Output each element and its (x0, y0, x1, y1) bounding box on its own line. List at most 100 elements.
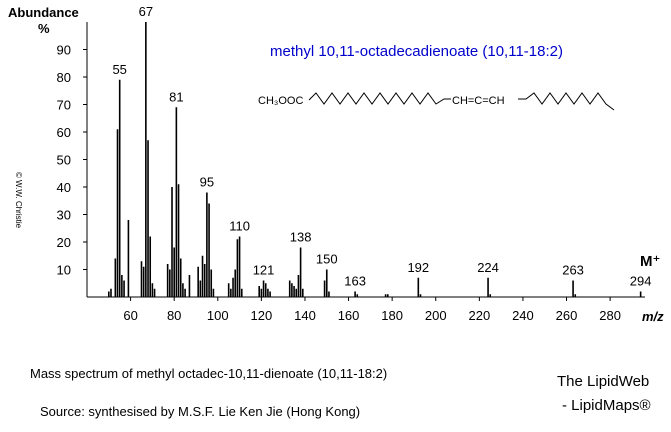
x-tick-label: 280 (599, 308, 621, 323)
peak-label: 224 (477, 260, 499, 275)
caption: Mass spectrum of methyl octadec-10,11-di… (30, 366, 387, 381)
peak (325, 269, 328, 297)
peak (354, 291, 356, 297)
peak (227, 283, 230, 297)
peak-label: 138 (290, 230, 312, 245)
peak (197, 266, 199, 297)
peak (171, 187, 173, 297)
peak (262, 280, 265, 297)
peak (386, 294, 389, 297)
peak (236, 239, 239, 297)
x-axis-label: m/z (642, 309, 664, 324)
peak-label: 95 (200, 175, 214, 190)
peak (232, 277, 234, 297)
peak (123, 280, 125, 297)
peak (288, 280, 291, 297)
peak (240, 288, 243, 297)
peak (574, 294, 577, 297)
peak (417, 277, 420, 297)
y-tick-label: 70 (57, 98, 71, 113)
peak (356, 294, 359, 297)
peak-label: 55 (112, 62, 126, 77)
peak (489, 294, 492, 297)
peak (110, 288, 112, 297)
peak (210, 269, 213, 297)
peak (487, 277, 489, 297)
credit: The LipidWeb (557, 373, 649, 390)
peak (121, 275, 123, 297)
peak (116, 129, 119, 297)
peak-label: 163 (344, 274, 366, 289)
peak (149, 236, 152, 297)
x-tick-label: 60 (123, 308, 137, 323)
peak (118, 79, 121, 297)
x-tick-label: 160 (338, 308, 360, 323)
peak (188, 275, 191, 297)
x-tick-label: 200 (425, 308, 447, 323)
copyright: © W.W. Christie (14, 172, 23, 229)
peak (151, 283, 154, 297)
y-tick-label: 50 (57, 153, 71, 168)
peak (238, 236, 241, 297)
peak (114, 258, 117, 297)
source: Source: synthesised by M.S.F. Lie Ken Ji… (40, 404, 360, 419)
peak (153, 288, 156, 297)
peak (639, 291, 642, 297)
x-tick-label: 140 (294, 308, 316, 323)
peak-label: 150 (316, 252, 338, 267)
chart-title: methyl 10,11-octadecadienoate (10,11-18:… (270, 43, 563, 60)
peak (299, 247, 302, 297)
peak (258, 286, 260, 297)
peak (142, 266, 145, 297)
peak (166, 264, 169, 297)
peak-label: 81 (169, 89, 183, 104)
y-tick-label: 10 (57, 263, 71, 278)
peak (267, 288, 269, 297)
peak (293, 286, 295, 297)
peak (175, 107, 178, 297)
peak (212, 288, 215, 297)
y-tick-label: 60 (57, 125, 71, 140)
peak (179, 258, 182, 297)
peak (297, 275, 300, 297)
credit: - LipidMaps® (562, 397, 651, 414)
peak (572, 280, 574, 297)
peak (419, 294, 422, 297)
peak (291, 283, 293, 297)
y-tick-label: 40 (57, 180, 71, 195)
peak (323, 280, 326, 297)
peak (203, 264, 206, 297)
peak (301, 288, 304, 297)
peak (145, 22, 147, 297)
peak (230, 288, 232, 297)
y-unit: % (38, 21, 50, 36)
y-tick-label: 30 (57, 208, 71, 223)
structure-middle: CH=C=CH (452, 95, 505, 107)
peak (206, 192, 208, 297)
peak (177, 184, 180, 297)
peak (173, 247, 175, 297)
peak (184, 288, 186, 297)
peak (208, 203, 210, 297)
x-tick-label: 220 (468, 308, 490, 323)
x-tick-label: 100 (207, 308, 229, 323)
structure-chain (518, 92, 615, 111)
peak (260, 288, 263, 297)
peak (264, 283, 267, 297)
peak-label: 67 (139, 4, 153, 19)
peak (147, 140, 149, 297)
y-tick-label: 20 (57, 235, 71, 250)
structure-chain (308, 92, 451, 105)
peak (127, 220, 130, 297)
peak (234, 269, 237, 297)
x-tick-label: 80 (167, 308, 181, 323)
peak (269, 291, 271, 297)
peak (295, 288, 298, 297)
structure-left: CH₃OOC (258, 95, 303, 107)
y-axis-label: Abundance (8, 5, 79, 20)
peak (328, 291, 330, 297)
peak (169, 269, 171, 297)
peak-label: 263 (562, 263, 584, 278)
peak-label: 294 (630, 274, 652, 289)
